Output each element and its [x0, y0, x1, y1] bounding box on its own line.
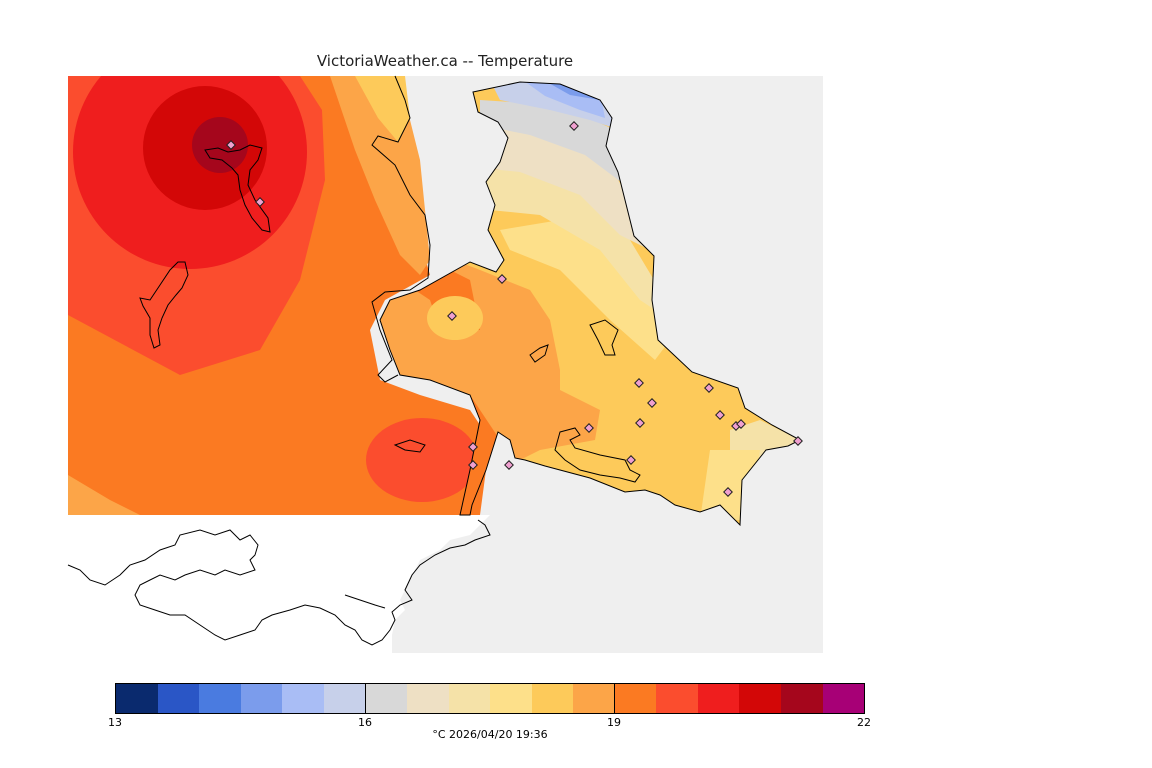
station-marker[interactable]	[647, 398, 657, 408]
station-marker[interactable]	[704, 383, 714, 393]
colorbar-swatch	[490, 684, 532, 713]
colorbar-swatch	[240, 684, 283, 713]
station-marker[interactable]	[584, 423, 594, 433]
station-marker[interactable]	[468, 460, 478, 470]
colorbar-swatch	[282, 684, 324, 713]
colorbar-swatch	[781, 684, 823, 713]
colorbar-swatch	[157, 684, 200, 713]
weather-stations	[226, 121, 803, 497]
station-marker[interactable]	[226, 140, 236, 150]
colorbar-swatch	[822, 684, 865, 713]
station-marker[interactable]	[634, 378, 644, 388]
colorbar-swatch	[323, 684, 366, 713]
colorbar-swatch	[531, 684, 574, 713]
colorbar-tick	[614, 683, 615, 714]
station-marker[interactable]	[569, 121, 579, 131]
colorbar-label-max: 22	[857, 716, 871, 729]
colorbar-swatch	[573, 684, 615, 713]
station-marker[interactable]	[635, 418, 645, 428]
station-marker[interactable]	[468, 442, 478, 452]
colorbar-swatch	[697, 684, 740, 713]
colorbar-swatch	[199, 684, 241, 713]
colorbar-swatch	[406, 684, 449, 713]
colorbar-label-16: 16	[358, 716, 372, 729]
station-marker[interactable]	[715, 410, 725, 420]
southern-landmass	[68, 515, 490, 653]
color-scale-bar	[115, 683, 865, 714]
station-marker[interactable]	[626, 455, 636, 465]
station-marker[interactable]	[255, 197, 265, 207]
station-marker[interactable]	[723, 487, 733, 497]
coastlines	[67, 75, 802, 646]
colorbar-label-19: 19	[607, 716, 621, 729]
station-marker[interactable]	[504, 460, 514, 470]
colorbar-swatch	[739, 684, 781, 713]
station-marker[interactable]	[736, 419, 746, 429]
colorbar-tick	[365, 683, 366, 714]
chart-title: VictoriaWeather.ca -- Temperature	[316, 52, 574, 70]
colorbar-swatch	[656, 684, 698, 713]
mainland-temperature-field	[68, 76, 490, 515]
colorbar-label-min: 13	[108, 716, 122, 729]
station-marker[interactable]	[497, 274, 507, 284]
colorbar-swatch	[614, 684, 657, 713]
colorbar-swatch	[365, 684, 407, 713]
colorbar-swatch	[116, 684, 158, 713]
colorbar-swatch	[448, 684, 491, 713]
units-timestamp: °C 2026/04/20 19:36	[432, 728, 548, 741]
station-marker[interactable]	[447, 311, 457, 321]
station-marker[interactable]	[793, 436, 803, 446]
